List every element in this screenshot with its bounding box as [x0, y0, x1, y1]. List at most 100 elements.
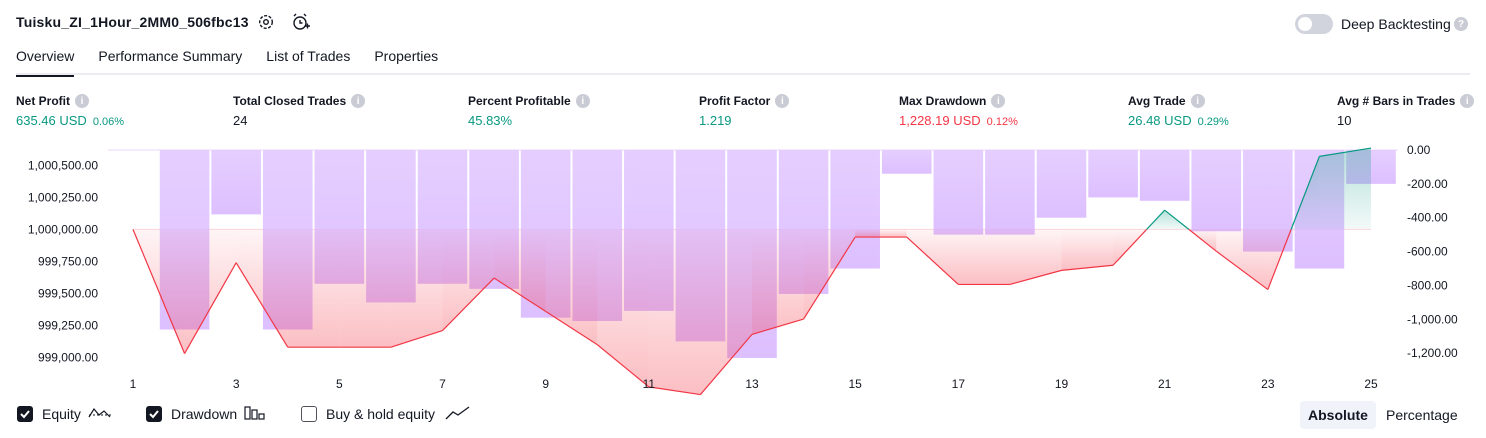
x-axis-tick-label: 3 [233, 377, 240, 391]
equity-line-segment [235, 262, 289, 348]
equity-line-segment [1009, 269, 1062, 286]
buy-hold-legend-label: Buy & hold equity [326, 406, 435, 422]
equity-loss-area [700, 229, 752, 395]
drawdown-bar [211, 150, 261, 215]
equity-line-segment [493, 277, 546, 312]
equity-profit-area [1319, 148, 1371, 230]
deep-backtesting-toggle[interactable] [1295, 14, 1333, 34]
x-axis-tick-label: 23 [1261, 377, 1275, 391]
drawdown-bar [881, 150, 932, 174]
equity-line-segment [442, 277, 495, 331]
metric-value: 24 [233, 113, 248, 128]
right-axis-tick-label: 0.00 [1407, 143, 1431, 157]
x-axis-tick-label: 19 [1055, 377, 1069, 391]
metric-profit-factor: Profit Factor i 1.219 [699, 94, 790, 128]
equity-line-segment [1319, 147, 1372, 157]
equity-checkbox[interactable] [17, 406, 33, 422]
metric-label: Net Profit [16, 94, 70, 108]
x-axis-tick-label: 15 [848, 377, 862, 391]
equity-loss-area [287, 229, 340, 348]
tab-properties[interactable]: Properties [374, 48, 439, 64]
deep-backtesting-label: Deep Backtesting [1341, 16, 1451, 32]
equity-line-segment [1061, 264, 1114, 271]
right-axis-tick-label: -1,200.00 [1407, 346, 1458, 360]
metric-value: 1,228.19 USD [899, 113, 981, 128]
info-icon[interactable]: i [1190, 94, 1205, 108]
left-axis-tick-label: 999,500.00 [38, 286, 98, 300]
equity-line-segment [390, 329, 443, 348]
help-icon[interactable]: ? [1454, 17, 1468, 31]
equity-loss-area [855, 229, 907, 238]
equity-line-segment [1146, 209, 1166, 230]
equity-line-icon [88, 405, 112, 426]
equity-loss-area [752, 229, 804, 335]
percentage-toggle[interactable]: Percentage [1386, 407, 1458, 423]
metric-label: Profit Factor [699, 94, 771, 108]
absolute-toggle[interactable]: Absolute [1300, 401, 1376, 429]
tab-divider [16, 73, 1470, 75]
info-icon[interactable]: i [775, 94, 790, 108]
metric-avg-bars-in-trades: Avg # Bars in Trades i 10 [1337, 94, 1475, 128]
equity-line-segment [184, 262, 237, 354]
metric-label: Total Closed Trades [233, 94, 347, 108]
metric-label: Max Drawdown [899, 94, 987, 108]
equity-loss-area [1009, 229, 1062, 285]
equity-line-segment [803, 236, 856, 320]
tab-performance-summary[interactable]: Performance Summary [98, 48, 243, 64]
equity-line-segment [596, 344, 650, 388]
drawdown-bar [1191, 150, 1242, 232]
info-icon[interactable]: i [351, 94, 366, 108]
gear-icon[interactable] [256, 12, 276, 32]
equity-line-layer [132, 147, 1372, 396]
info-icon[interactable]: i [75, 94, 89, 108]
x-axis-tick-label: 7 [439, 377, 446, 391]
info-icon[interactable]: i [575, 94, 590, 108]
equity-chart[interactable]: 1,000,500.00 1,000,250.00 1,000,000.00 999,… [0, 140, 1486, 396]
equity-line-segment [648, 386, 701, 396]
equity-line-segment [1267, 229, 1292, 290]
equity-line-segment [545, 310, 598, 346]
x-axis: 1 3 5 7 9 11 13 15 17 19 21 23 25 [130, 377, 1378, 391]
right-axis-tick-label: -400.00 [1407, 211, 1448, 225]
equity-line-segment [1215, 250, 1269, 291]
equity-line-segment [751, 318, 804, 335]
metric-label: Avg # Bars in Trades [1337, 94, 1456, 108]
equity-fill-layer [133, 148, 1371, 395]
metric-value: 635.46 USD [16, 113, 87, 128]
toggle-knob [1298, 17, 1312, 31]
equity-loss-area [1061, 229, 1114, 271]
equity-loss-area [906, 229, 959, 285]
drawdown-checkbox[interactable] [146, 406, 162, 422]
equity-loss-area [1216, 229, 1268, 290]
buy-hold-checkbox[interactable] [301, 406, 317, 422]
x-axis-tick-label: 5 [336, 377, 343, 391]
equity-line-segment [132, 229, 186, 354]
strategy-title: Tuisku_ZI_1Hour_2MM0_506fbc13 [16, 14, 249, 30]
drawdown-bar [1036, 150, 1087, 218]
equity-line-segment [699, 333, 753, 395]
tab-list-of-trades[interactable]: List of Trades [266, 48, 351, 64]
metric-value: 26.48 USD [1128, 113, 1192, 128]
drawdown-bar [1088, 150, 1138, 198]
right-axis-tick-label: -800.00 [1407, 278, 1448, 292]
left-axis-tick-label: 1,000,000.00 [28, 222, 98, 236]
metric-total-closed-trades: Total Closed Trades i 24 [233, 94, 366, 128]
tab-overview[interactable]: Overview [16, 48, 75, 77]
buy-hold-line-icon [445, 405, 471, 426]
left-axis-tick-label: 999,750.00 [38, 254, 98, 268]
drawdown-bar [1139, 150, 1190, 201]
metric-value: 1.219 [699, 113, 732, 128]
x-axis-tick-label: 13 [745, 377, 759, 391]
x-axis-tick-label: 9 [542, 377, 549, 391]
alarm-clock-add-icon[interactable] [290, 12, 310, 32]
metric-value: 45.83% [468, 113, 513, 128]
equity-loss-area [339, 229, 391, 348]
equity-loss-area [494, 229, 546, 312]
equity-loss-area [545, 229, 598, 345]
equity-loss-area [184, 229, 237, 354]
equity-line-segment [1188, 228, 1217, 252]
x-axis-tick-label: 11 [643, 377, 656, 391]
drawdown-bars-icon [243, 405, 267, 426]
info-icon[interactable]: i [1460, 94, 1475, 108]
info-icon[interactable]: i [991, 94, 1006, 108]
